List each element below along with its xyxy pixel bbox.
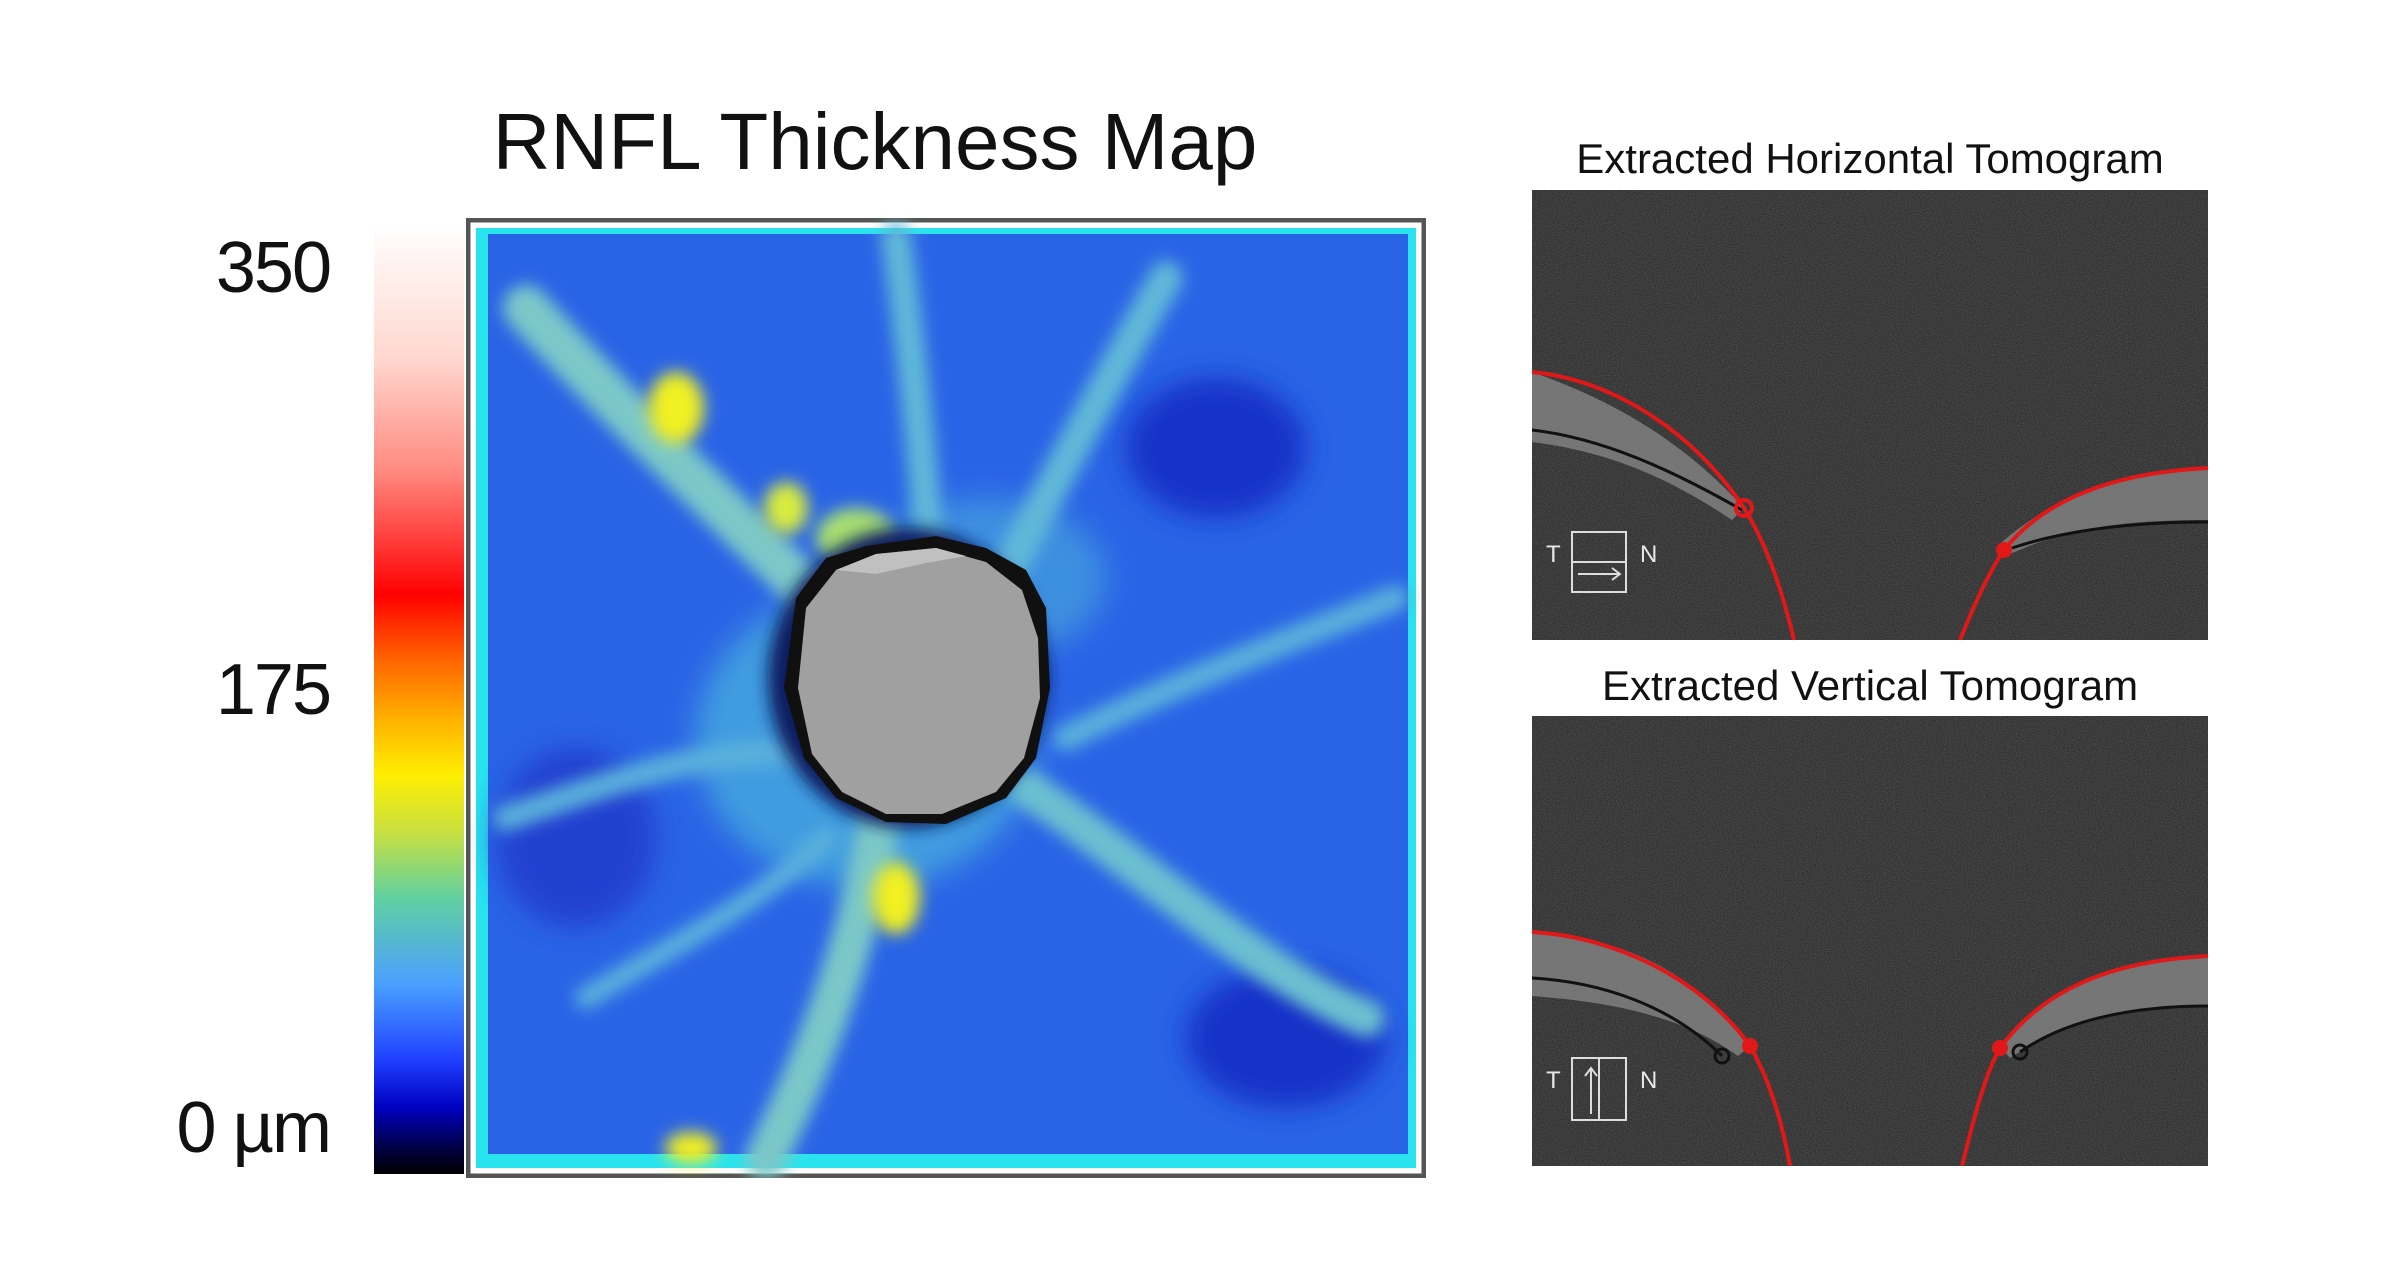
orientation-right-label: N: [1640, 541, 1657, 568]
scale-tick-mid: 175: [215, 650, 332, 730]
thickness-hotspots: [648, 372, 920, 1164]
inner-boundary-right: [2019, 1004, 2208, 1054]
ilm-boundary-right: [1960, 954, 2208, 1166]
scale-tick-min: 0 µm: [176, 1088, 332, 1168]
optic-disc: [798, 548, 1040, 814]
inner-boundary-left: [1532, 428, 1743, 512]
horizontal-tomogram: T N: [1532, 190, 2208, 640]
retina-layer-right: [2002, 468, 2208, 554]
retina-layer-left: [1532, 932, 1750, 1056]
orientation-left-label: T: [1546, 541, 1561, 568]
horizontal-tomogram-title: Extracted Horizontal Tomogram: [1576, 135, 2164, 182]
ilm-boundary-left: [1532, 370, 1796, 640]
vertical-tomogram: T N: [1532, 716, 2208, 1166]
inner-boundary-left: [1532, 976, 1724, 1058]
arrow-right-icon: [1578, 567, 1622, 581]
disc-highlight: [836, 548, 966, 574]
boundary-marker-right: [1992, 1040, 2008, 1056]
vessel-bottom-left: [575, 827, 837, 1009]
thickness-color-scale: [374, 224, 464, 1174]
scale-tick-max: 350: [215, 228, 332, 308]
map-border: [466, 218, 1426, 1178]
orientation-indicator: T N: [1546, 531, 1657, 593]
orientation-right-label: N: [1640, 1067, 1657, 1094]
boundary-marker-right: [1996, 542, 2012, 558]
boundary-marker-left: [1734, 498, 1754, 518]
inner-marker-left: [1713, 1047, 1731, 1065]
vessel-right: [1053, 585, 1409, 751]
boundary-marker-left: [1742, 1038, 1758, 1054]
orientation-left-label: T: [1546, 1067, 1561, 1094]
inner-boundary-right: [2011, 520, 2208, 550]
tomogram-speckle: [1532, 716, 2208, 1166]
orientation-indicator: T N: [1546, 1057, 1657, 1121]
inner-marker-right: [2011, 1043, 2029, 1061]
vessel-lower-right: [1007, 769, 1385, 1037]
vertical-tomogram-title: Extracted Vertical Tomogram: [1601, 662, 2139, 709]
tomogram-speckle: [1532, 190, 2208, 640]
thickness-map: [466, 218, 1426, 1178]
vessel-lower: [745, 757, 907, 1178]
map-title: RNFL Thickness Map: [492, 97, 1258, 186]
ilm-boundary-right: [1958, 466, 2208, 640]
arrow-up-icon: [1584, 1066, 1598, 1114]
ilm-boundary-left: [1532, 930, 1792, 1166]
